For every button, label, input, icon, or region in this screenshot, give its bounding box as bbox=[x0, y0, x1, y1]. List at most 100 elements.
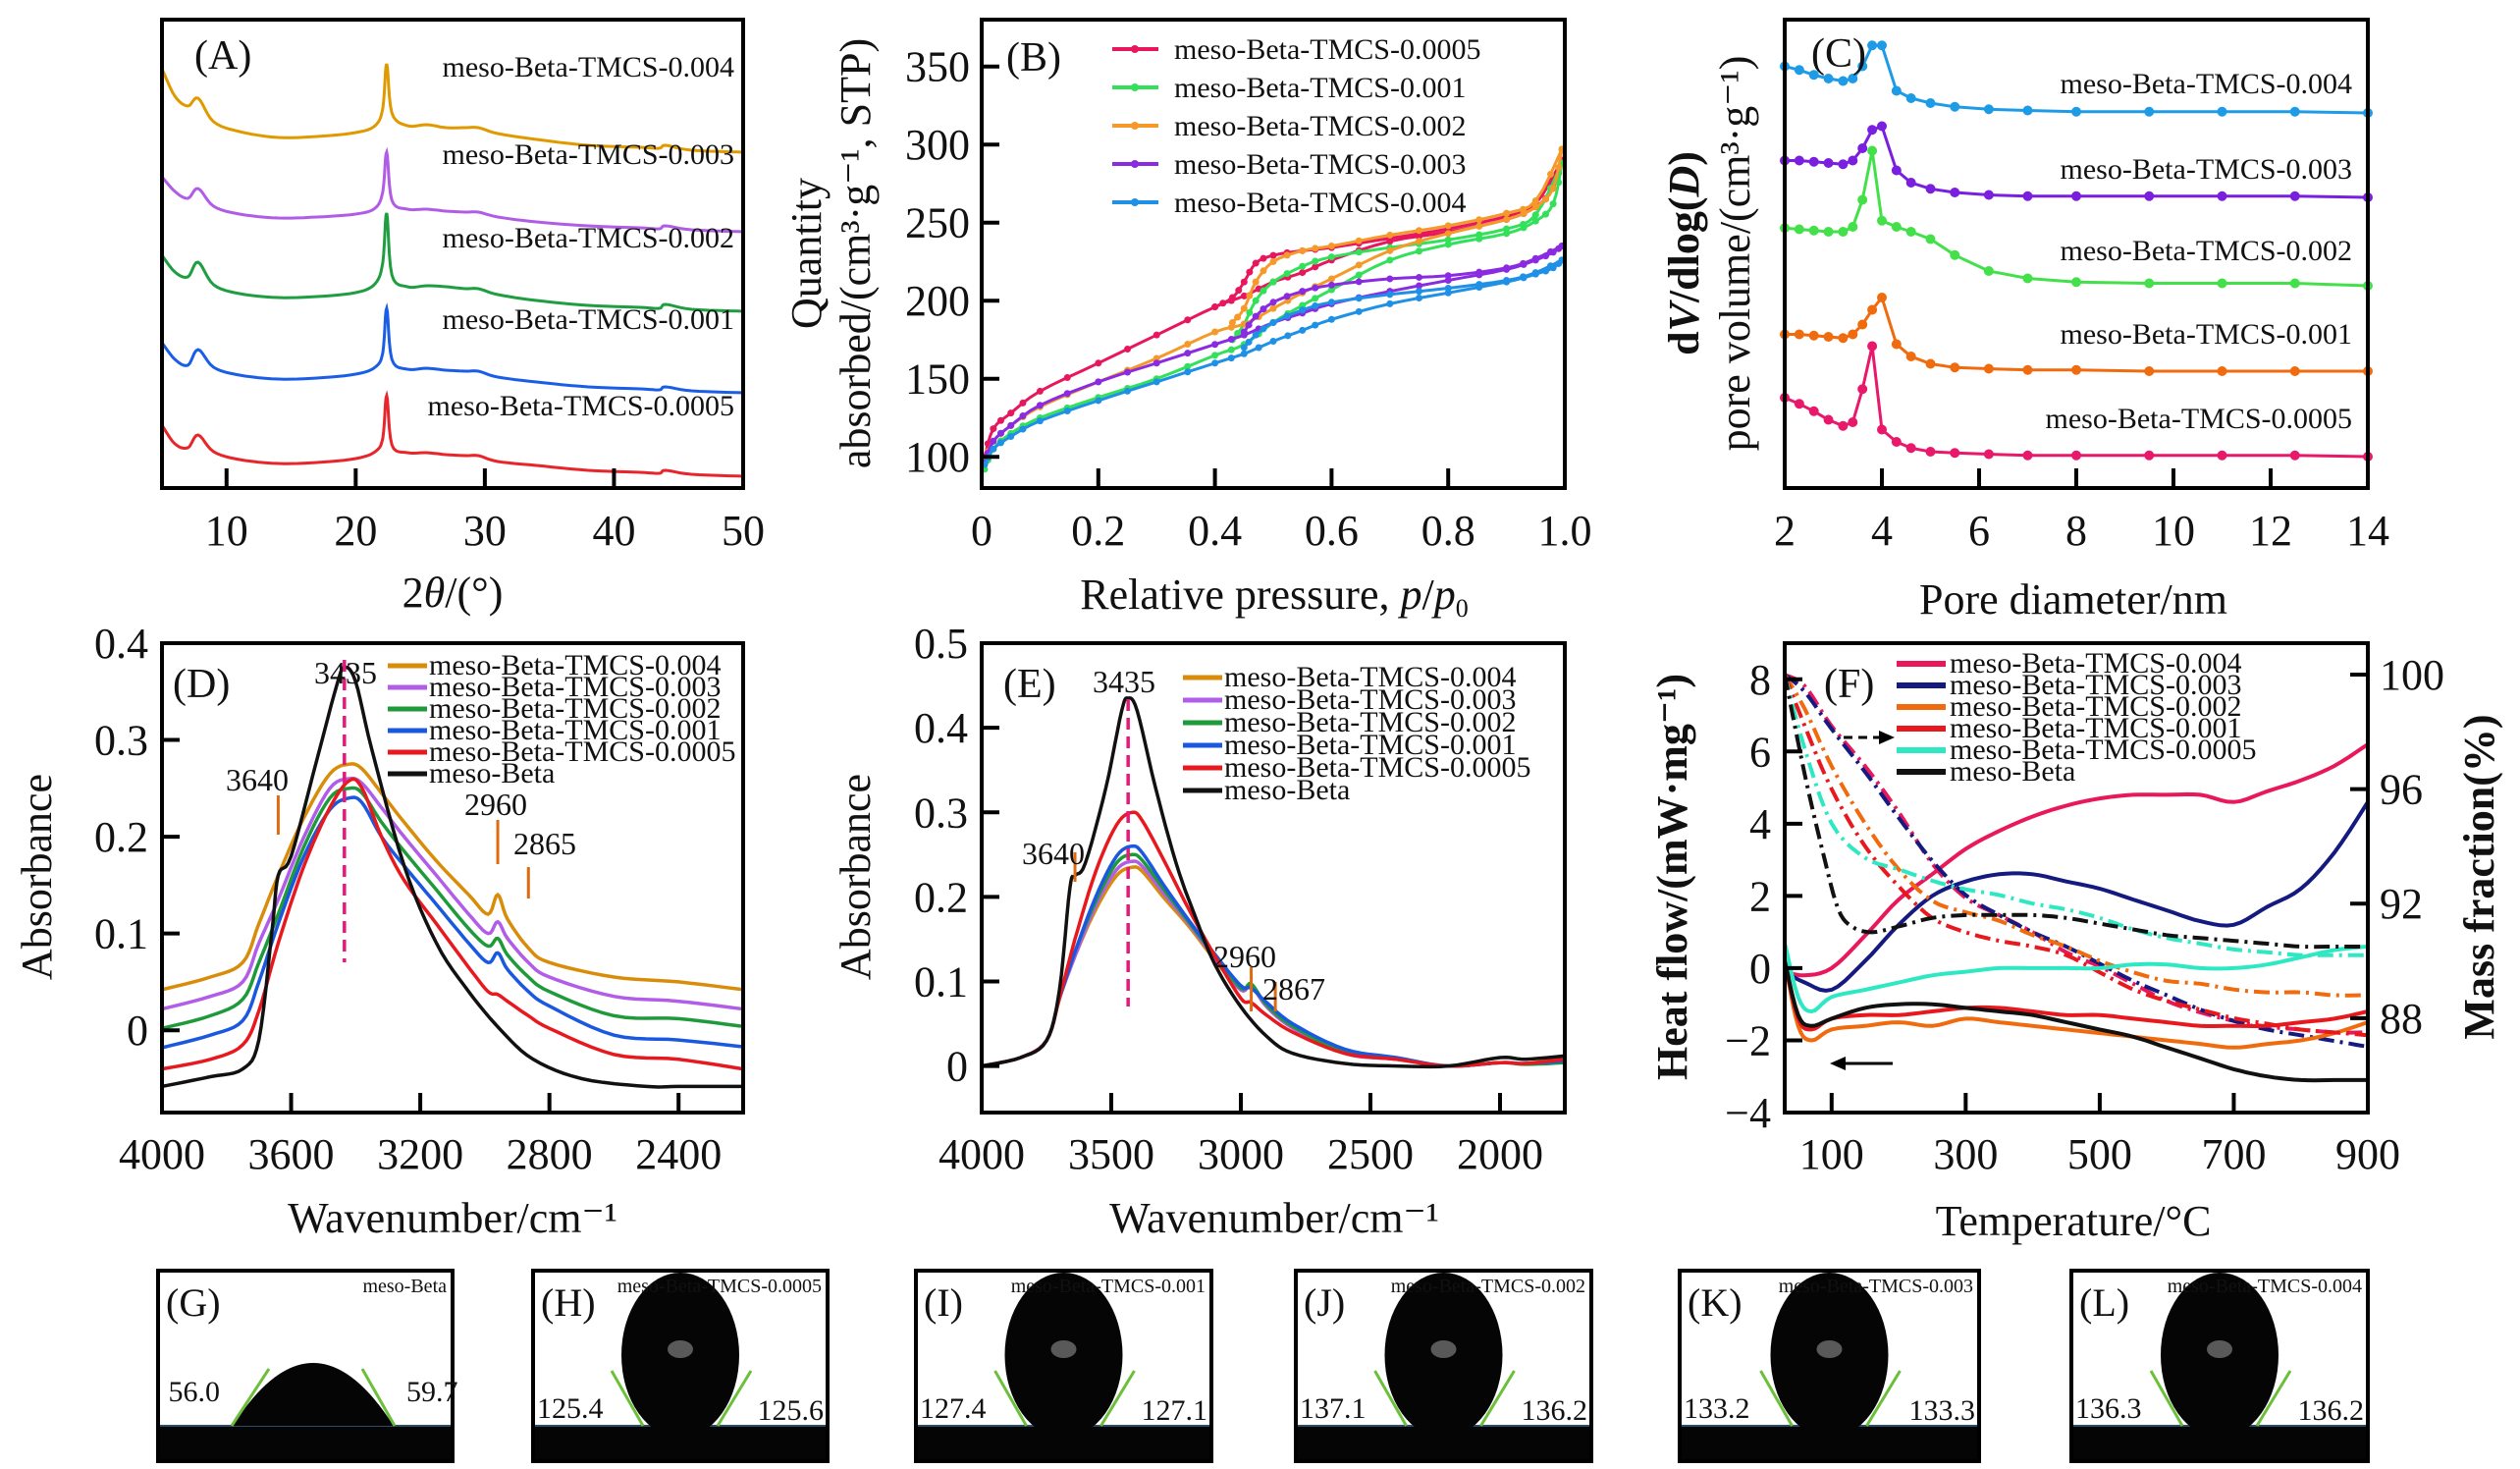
y-tick-label-right: 92 bbox=[2380, 880, 2423, 928]
isotherm-marker bbox=[1283, 293, 1291, 300]
sample-name: meso-Beta-TMCS-0.002 bbox=[1391, 1276, 1585, 1297]
heat-flow-meso-beta-tmcs-0-004 bbox=[1784, 742, 2370, 978]
isotherm-marker bbox=[990, 445, 997, 453]
x-tick-label: 0.8 bbox=[1421, 507, 1475, 555]
xrd-series-label: meso-Beta-TMCS-0.0005 bbox=[428, 390, 734, 422]
isotherm-marker bbox=[1255, 344, 1262, 352]
isotherm-marker bbox=[1240, 328, 1248, 336]
legend-label: meso-Beta-TMCS-0.0005 bbox=[429, 735, 735, 768]
isotherm-marker bbox=[1519, 205, 1527, 213]
y-tick-label: 0.4 bbox=[914, 704, 968, 752]
psd-marker bbox=[2022, 364, 2033, 375]
isotherm-marker bbox=[1444, 236, 1452, 244]
isotherm-marker bbox=[1153, 378, 1160, 386]
psd-marker bbox=[1925, 98, 1936, 108]
peak-label: 2960 bbox=[1213, 939, 1276, 974]
isotherm-marker bbox=[1063, 390, 1071, 398]
isotherm-marker bbox=[1235, 287, 1243, 295]
legend-item: meso-Beta-TMCS-0.004 bbox=[388, 649, 721, 681]
isotherm-marker bbox=[1252, 312, 1260, 320]
isotherm-marker bbox=[1549, 200, 1557, 208]
y-tick-label-left: −4 bbox=[1725, 1089, 1771, 1137]
y-tick-label: 100 bbox=[905, 433, 970, 481]
y-tick-label: 0.2 bbox=[94, 813, 148, 861]
y-tick-label: 250 bbox=[905, 199, 970, 247]
isotherm-marker bbox=[1355, 295, 1363, 302]
psd-marker bbox=[1857, 194, 1868, 205]
psd-marker bbox=[1905, 178, 1916, 188]
droplet-highlight bbox=[1050, 1340, 1077, 1358]
isotherm-marker bbox=[1444, 222, 1452, 230]
tangent-line-right bbox=[1479, 1370, 1516, 1427]
x-tick-label: 300 bbox=[1933, 1130, 1998, 1178]
x-tick-label: 4000 bbox=[938, 1130, 1025, 1178]
contact-angle-right: 136.2 bbox=[1522, 1394, 1588, 1427]
x-tick-label: 40 bbox=[592, 507, 635, 555]
isotherm-marker bbox=[1228, 294, 1236, 301]
panel-e-y-axis-title: Absorbance bbox=[831, 774, 880, 980]
isotherm-marker bbox=[1444, 272, 1452, 280]
isotherm-marker bbox=[1327, 315, 1335, 323]
psd-marker bbox=[2071, 364, 2081, 375]
contact-angle-left: 133.2 bbox=[1684, 1392, 1750, 1425]
heat-flow-meso-beta-tmcs-0-0005 bbox=[1783, 942, 2369, 1014]
tangent-line-left bbox=[1759, 1370, 1794, 1427]
isotherm-marker bbox=[1299, 269, 1307, 277]
psd-marker bbox=[1983, 363, 1994, 374]
contact-angle-left: 127.4 bbox=[920, 1392, 987, 1425]
panel-d-ticks: 4000 3600 3200 2800 2400 0 0.1 0.2 0.3 0.4 bbox=[94, 620, 722, 1178]
psd-marker bbox=[1867, 40, 1878, 51]
psd-marker bbox=[2022, 190, 2033, 201]
psd-marker bbox=[1794, 155, 1804, 166]
y-tick-label-left: 4 bbox=[1749, 800, 1771, 848]
isotherm-marker bbox=[1386, 291, 1394, 299]
isotherm-marker bbox=[1184, 362, 1192, 370]
legend-label: meso-Beta-TMCS-0.004 bbox=[1174, 187, 1466, 219]
panel-c-x-ticks: 2 4 6 8 10 12 14 bbox=[1774, 468, 2389, 555]
psd-marker bbox=[1950, 362, 1960, 373]
x-tick-label: 10 bbox=[205, 507, 248, 555]
panel-a-plot-area bbox=[160, 63, 744, 478]
legend-label: meso-Beta-TMCS-0.004 bbox=[1224, 661, 1516, 693]
x-tick-label: 2 bbox=[1774, 507, 1796, 555]
isotherm-marker bbox=[1252, 297, 1260, 304]
isotherm-marker bbox=[1284, 332, 1292, 340]
x-tick-label: 8 bbox=[2065, 507, 2087, 555]
contact-angle-panel-meso-beta-tmcs-0-0005: 125.4 125.6 (H) meso-Beta-TMCS-0.0005 bbox=[531, 1269, 830, 1463]
psd-marker bbox=[1823, 158, 1834, 168]
psd-marker bbox=[1891, 165, 1902, 176]
psd-trace-meso-beta-tmcs-0-0005 bbox=[1784, 346, 2369, 459]
contact-angle-right: 136.2 bbox=[2298, 1394, 2365, 1427]
contact-angle-panel-meso-beta-tmcs-0-002: 137.1 136.2 (J) meso-Beta-TMCS-0.002 bbox=[1294, 1269, 1593, 1463]
panel-f-y-axis-title-left: Heat flow/(mW·mg⁻¹) bbox=[1648, 674, 1696, 1080]
panel-f-y-axis-title-right: Mass fraction(%) bbox=[2455, 714, 2503, 1039]
isotherm-marker bbox=[1234, 313, 1242, 321]
psd-marker bbox=[1808, 330, 1819, 341]
water-droplet bbox=[233, 1363, 394, 1426]
isotherm-marker bbox=[1245, 321, 1253, 329]
isotherm-marker bbox=[1153, 331, 1160, 339]
contact-angle-left: 136.3 bbox=[2075, 1392, 2142, 1425]
mass-fraction-meso-beta-tmcs-0-0005 bbox=[1783, 674, 2368, 957]
isotherm-marker bbox=[1246, 308, 1254, 316]
x-tick-label: 900 bbox=[2335, 1130, 2400, 1178]
psd-marker bbox=[2071, 106, 2081, 117]
contact-angle-panel-meso-beta-tmcs-0-001: 127.4 127.1 (I) meso-Beta-TMCS-0.001 bbox=[914, 1269, 1213, 1463]
panel-a-x-axis-title: 2θ/(°) bbox=[402, 569, 504, 617]
x-tick-label: 1.0 bbox=[1538, 507, 1592, 555]
psd-marker bbox=[1838, 333, 1849, 344]
contact-angle-left: 137.1 bbox=[1300, 1392, 1367, 1425]
isotherm-marker bbox=[1095, 397, 1102, 405]
legend-label: meso-Beta-TMCS-0.001 bbox=[1950, 712, 2241, 744]
legend-label: meso-Beta bbox=[1950, 755, 2075, 788]
isotherm-marker bbox=[1531, 217, 1539, 225]
y-tick-label: 150 bbox=[905, 355, 970, 404]
panel-d-legend: meso-Beta-TMCS-0.004meso-Beta-TMCS-0.003… bbox=[388, 649, 735, 789]
psd-marker bbox=[2289, 278, 2300, 289]
xrd-series-label: meso-Beta-TMCS-0.002 bbox=[443, 222, 734, 254]
psd-marker bbox=[2022, 273, 2033, 284]
y-tick-label-left: −2 bbox=[1725, 1016, 1771, 1064]
isotherm-marker bbox=[1063, 374, 1071, 382]
psd-marker bbox=[2144, 190, 2155, 201]
panel-a-x-ticks: 10 20 30 40 50 bbox=[205, 468, 765, 555]
